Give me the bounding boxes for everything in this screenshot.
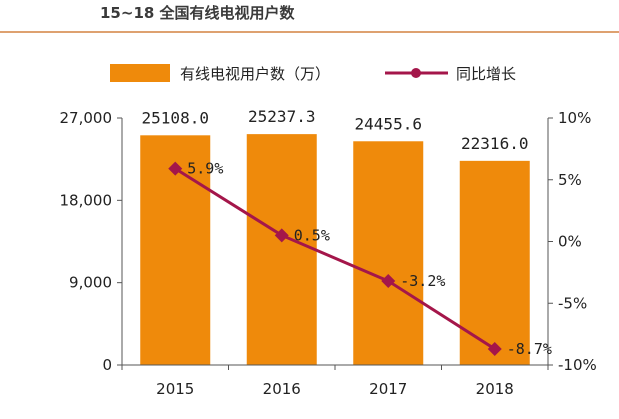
- y-right-tick-label-3: -5%: [558, 294, 587, 312]
- x-tick-label-2015: 2015: [156, 380, 194, 398]
- x-tick-label-2018: 2018: [476, 380, 514, 398]
- y-right-tick-label-0: 10%: [558, 109, 591, 127]
- y-right-tick-label-4: -10%: [558, 356, 597, 374]
- bar-label-2015: 25108.0: [142, 108, 209, 127]
- bar-label-2018: 22316.0: [461, 134, 528, 153]
- legend-label-bar: 有线电视用户数（万）: [180, 65, 330, 83]
- line-point-2015: [168, 161, 183, 176]
- line-point-2016: [274, 228, 289, 243]
- y-right-tick-label-2: 0%: [558, 233, 582, 251]
- y-left-tick-label-1: 9,000: [69, 274, 112, 292]
- x-tick-label-2016: 2016: [263, 380, 301, 398]
- bar-label-2016: 25237.3: [248, 107, 315, 126]
- line-label-2016: 0.5%: [294, 226, 330, 244]
- y-left-tick-label-0: 0: [102, 356, 112, 374]
- series-line-growth: [174, 167, 496, 351]
- bar-2017: [353, 141, 424, 365]
- chart-title: 15~18 全国有线电视用户数: [100, 4, 296, 22]
- bar-2018: [459, 160, 530, 365]
- x-tick-label-2017: 2017: [369, 380, 407, 398]
- legend-label-line: 同比增长: [456, 65, 516, 83]
- y-right-tick-label-1: 5%: [558, 171, 582, 189]
- line-point-2018: [487, 341, 502, 356]
- line-label-2017: -3.2%: [400, 272, 445, 290]
- bar-label-2017: 24455.6: [355, 114, 422, 133]
- plot-area: 有线电视用户数（万） 同比增长 25108.0 25237.3 24455.6 22316…: [60, 64, 597, 398]
- line-label-2015: 5.9%: [187, 160, 223, 178]
- legend-swatch-bar: [110, 64, 170, 82]
- y-left-tick-label-3: 27,000: [60, 109, 113, 127]
- line-point-2017: [381, 274, 396, 289]
- y-left-tick-label-2: 18,000: [60, 191, 113, 209]
- legend-marker-line: [411, 68, 421, 78]
- line-label-2018: -8.7%: [507, 340, 552, 358]
- bar-2016: [246, 134, 317, 365]
